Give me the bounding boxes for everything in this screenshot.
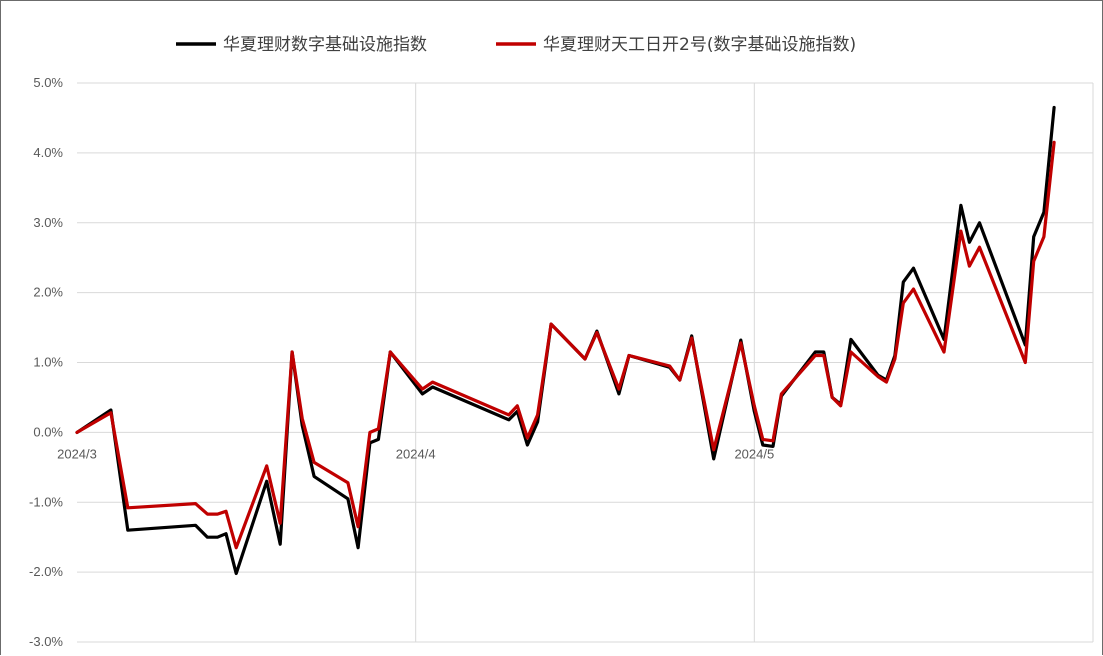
y-tick-label: -2.0% xyxy=(29,564,63,579)
y-tick-label: -1.0% xyxy=(29,494,63,509)
y-tick-label: 3.0% xyxy=(33,215,63,230)
legend-label: 华夏理财天工日开2号(数字基础设施指数) xyxy=(543,35,856,55)
y-tick-label: -3.0% xyxy=(29,634,63,649)
y-tick-label: 1.0% xyxy=(33,355,63,370)
x-tick-label: 2024/5 xyxy=(734,446,774,461)
y-tick-label: 0.0% xyxy=(33,424,63,439)
x-tick-label: 2024/3 xyxy=(57,446,97,461)
x-axis-tick-labels: 2024/3 2024/4 2024/5 xyxy=(57,446,774,461)
horizontal-gridlines xyxy=(77,83,1093,642)
y-axis-tick-labels: 5.0% 4.0% 3.0% 2.0% 1.0% 0.0% -1.0% -2.0% -3.0% xyxy=(29,75,63,649)
series-lines xyxy=(77,108,1054,574)
x-tick-label: 2024/4 xyxy=(396,446,436,461)
legend: 华夏理财数字基础设施指数 华夏理财天工日开2号(数字基础设施指数) xyxy=(176,35,856,55)
y-tick-label: 2.0% xyxy=(33,285,63,300)
y-tick-label: 4.0% xyxy=(33,145,63,160)
series-line-fund xyxy=(77,142,1054,547)
y-tick-label: 5.0% xyxy=(33,75,63,90)
legend-label: 华夏理财数字基础设施指数 xyxy=(223,35,427,55)
